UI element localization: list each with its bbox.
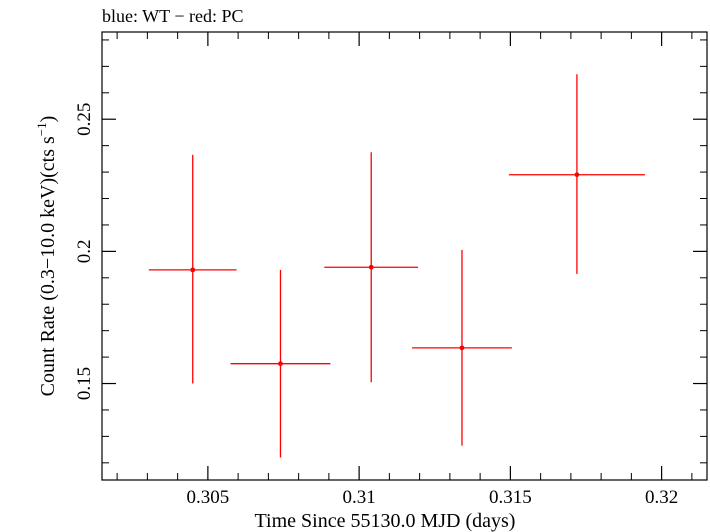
x-tick-label: 0.32	[645, 487, 678, 508]
y-axis-label: Count Rate (0.3−10.0 keV)(cts s−1)	[34, 116, 59, 397]
data-point-group	[324, 152, 419, 383]
x-tick-label: 0.315	[489, 487, 532, 508]
y-axis-label-superscript: −1	[34, 122, 49, 136]
plot-frame	[101, 31, 708, 481]
y-tick-label: 0.25	[74, 103, 95, 136]
x-tick-label: 0.305	[187, 487, 230, 508]
y-axis-label-main: Count Rate (0.3−10.0 keV)(cts s	[37, 136, 59, 396]
x-tick-label: 0.31	[343, 487, 376, 508]
y-tick-label: 0.15	[74, 367, 95, 400]
data-point-group	[508, 74, 645, 274]
ticks-layer: 0.305 0.31 0.315 0.32 0.15 0.2 0.25	[74, 32, 707, 508]
data-layer	[148, 74, 645, 458]
data-point	[278, 361, 283, 367]
chart-title: blue: WT − red: PC	[102, 6, 243, 26]
y-tick-label: 0.2	[74, 239, 95, 263]
data-point-group	[148, 154, 237, 384]
data-point	[368, 264, 374, 270]
data-point	[574, 172, 580, 178]
data-point-group	[230, 269, 331, 458]
data-point	[459, 345, 465, 351]
data-point-group	[412, 250, 512, 446]
x-axis-label: Time Since 55130.0 MJD (days)	[255, 510, 516, 532]
y-axis-label-end: )	[37, 116, 59, 123]
data-point	[190, 267, 196, 273]
